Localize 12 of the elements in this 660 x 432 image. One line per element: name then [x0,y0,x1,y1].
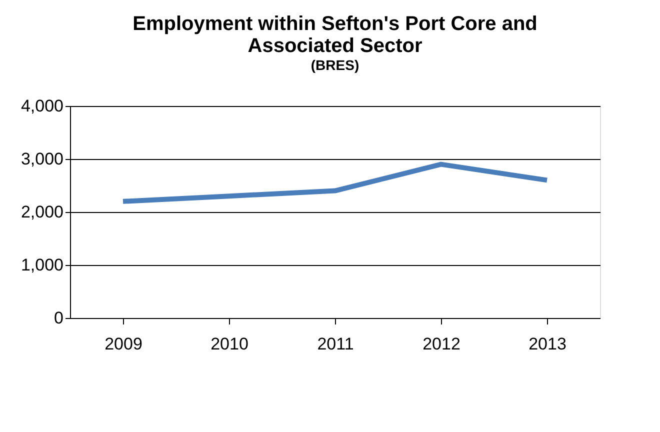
y-tick-label: 1,000 [20,256,64,274]
y-tick-label: 3,000 [20,150,64,168]
chart-subtitle: (BRES) [310,57,360,73]
x-tick-label: 2009 [104,334,142,354]
chart-title: Employment within Sefton's Port Core and Associated Sector [132,13,538,57]
x-tick-label: 2011 [317,334,354,354]
x-tick-label: 2010 [210,334,248,354]
y-tick-label: 0 [54,308,64,328]
y-tick-label: 4,000 [20,96,64,116]
x-tick-label: 2012 [422,334,460,354]
y-tick-label: 2,000 [20,202,64,222]
x-tick-label: 2013 [528,334,566,354]
